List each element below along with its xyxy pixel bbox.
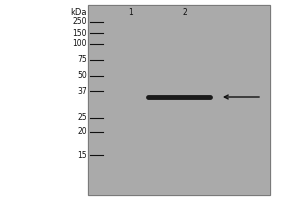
Bar xyxy=(88,5,270,195)
Text: kDa: kDa xyxy=(70,8,87,17)
Text: 2: 2 xyxy=(183,8,188,17)
Bar xyxy=(88,5,270,195)
Text: 1: 1 xyxy=(129,8,134,17)
Text: 75: 75 xyxy=(77,55,87,64)
Text: 50: 50 xyxy=(77,72,87,80)
Text: 25: 25 xyxy=(77,114,87,122)
Text: 100: 100 xyxy=(73,40,87,48)
Text: 250: 250 xyxy=(73,18,87,26)
Text: 37: 37 xyxy=(77,86,87,96)
Text: 20: 20 xyxy=(77,128,87,136)
Text: 15: 15 xyxy=(77,150,87,160)
Text: 150: 150 xyxy=(73,28,87,38)
